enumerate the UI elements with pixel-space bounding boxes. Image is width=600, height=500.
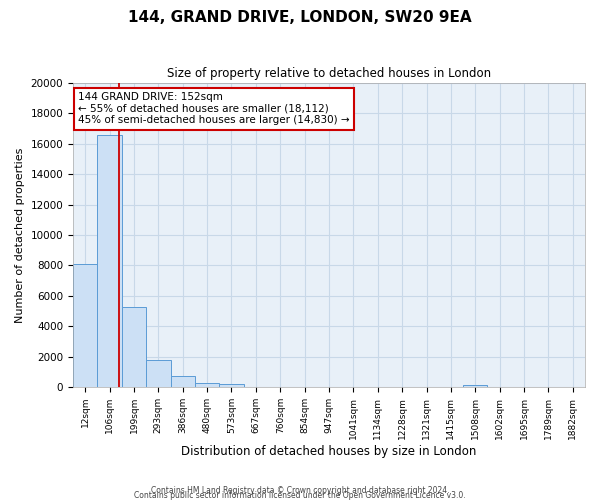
Bar bbox=[97, 134, 122, 387]
Bar bbox=[195, 382, 220, 387]
Text: 144, GRAND DRIVE, LONDON, SW20 9EA: 144, GRAND DRIVE, LONDON, SW20 9EA bbox=[128, 10, 472, 25]
Title: Size of property relative to detached houses in London: Size of property relative to detached ho… bbox=[167, 68, 491, 80]
Bar bbox=[73, 264, 97, 387]
X-axis label: Distribution of detached houses by size in London: Distribution of detached houses by size … bbox=[181, 444, 477, 458]
Bar bbox=[220, 384, 244, 387]
Bar bbox=[146, 360, 170, 387]
Text: Contains HM Land Registry data © Crown copyright and database right 2024.: Contains HM Land Registry data © Crown c… bbox=[151, 486, 449, 495]
Bar bbox=[463, 385, 487, 387]
Bar bbox=[122, 306, 146, 387]
Text: 144 GRAND DRIVE: 152sqm
← 55% of detached houses are smaller (18,112)
45% of sem: 144 GRAND DRIVE: 152sqm ← 55% of detache… bbox=[78, 92, 350, 126]
Text: Contains public sector information licensed under the Open Government Licence v3: Contains public sector information licen… bbox=[134, 490, 466, 500]
Bar bbox=[170, 376, 195, 387]
Y-axis label: Number of detached properties: Number of detached properties bbox=[15, 148, 25, 323]
